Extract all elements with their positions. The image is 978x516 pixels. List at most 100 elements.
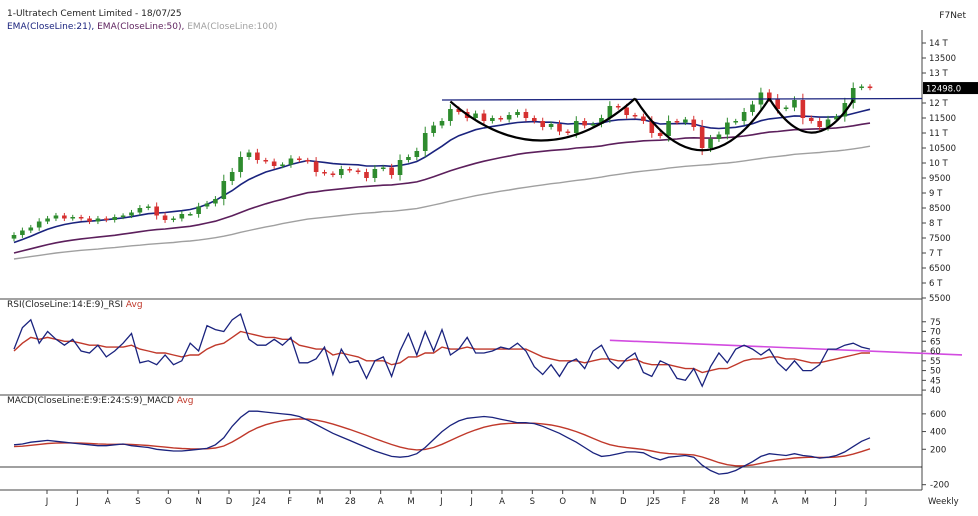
candle-body xyxy=(129,212,134,216)
macd-signal-line xyxy=(13,418,871,467)
candle-body xyxy=(599,118,604,124)
rsi-line xyxy=(13,312,871,388)
rsi-tick-label: 50 xyxy=(930,367,941,377)
candle-body xyxy=(380,167,386,169)
candle-body xyxy=(145,206,151,208)
candle-body xyxy=(322,172,327,174)
candle-body xyxy=(741,112,747,121)
candle-body xyxy=(36,221,42,228)
x-tick-label: J xyxy=(75,497,79,507)
candle-body xyxy=(800,100,806,118)
x-tick-label: A xyxy=(105,497,111,507)
candle-body xyxy=(456,109,462,112)
candle-body xyxy=(565,131,571,133)
x-tick-label: M xyxy=(802,497,809,507)
candle-body xyxy=(582,121,587,126)
candle-body xyxy=(28,227,34,231)
candle-body xyxy=(825,119,831,127)
x-tick-label: F xyxy=(287,497,292,507)
ema21-line xyxy=(13,108,871,244)
candle-body xyxy=(330,173,336,175)
candle-body xyxy=(783,107,789,109)
macd-legend: MACD(CloseLine:E:9:E:24:S:9)_MACD Avg xyxy=(7,396,193,406)
candle-body xyxy=(422,133,428,151)
price-tick-label: 8 T xyxy=(929,219,943,229)
candle-body xyxy=(162,215,168,220)
x-tick-label: 28 xyxy=(709,497,720,507)
axes: 12498.0 14 T 13500 13 T 12 T 11500 11 T 10500 10… xyxy=(45,39,978,507)
price-tick-label: 5500 xyxy=(929,294,951,304)
price-tick-label: 11 T xyxy=(929,129,949,139)
price-tick-label: 6500 xyxy=(929,264,951,274)
price-tick-label: 7 T xyxy=(929,249,943,259)
candle-body xyxy=(792,100,797,108)
candle-body xyxy=(78,217,84,219)
x-tick-label: A xyxy=(499,497,505,507)
candle-body xyxy=(607,106,613,118)
x-tick-label: A xyxy=(772,497,778,507)
price-tick-label: 9500 xyxy=(929,174,951,184)
candle-body xyxy=(179,214,185,219)
candle-body xyxy=(297,158,302,160)
candle-body xyxy=(439,121,445,126)
macd-tick-label: -200 xyxy=(930,481,949,491)
rsi-label: RSI(CloseLine:14:E:9)_RSI xyxy=(7,300,123,310)
macd-line xyxy=(13,410,871,475)
price-tick-label: 13500 xyxy=(929,54,956,64)
candle-body xyxy=(255,152,260,160)
x-tick-label: S xyxy=(135,497,140,507)
macd-tick-label: 200 xyxy=(930,445,946,455)
candle-body xyxy=(204,203,210,207)
x-tick-label: J xyxy=(439,497,443,507)
rsi-tick-label: 45 xyxy=(930,376,941,386)
head-arc xyxy=(634,97,771,152)
candle-body xyxy=(355,170,361,172)
macd-tick-label: 400 xyxy=(930,428,946,438)
candle-body xyxy=(481,113,487,121)
candle-body xyxy=(187,214,193,216)
candle-body xyxy=(498,118,504,120)
candle-body xyxy=(557,124,562,132)
candle-body xyxy=(532,118,537,121)
x-tick-label: N xyxy=(195,497,201,507)
candle-body xyxy=(716,134,722,139)
candle-body xyxy=(473,113,478,118)
candle-body xyxy=(699,127,705,148)
candle-body xyxy=(137,208,143,213)
x-tick-label: J xyxy=(833,497,837,507)
rsi-tick-label: 55 xyxy=(930,357,941,367)
brand-label: F7Net xyxy=(939,11,966,21)
ema21-legend: EMA(CloseLine:21), xyxy=(7,22,95,32)
rsi-plot xyxy=(13,312,963,388)
candle-body xyxy=(196,206,201,214)
candle-body xyxy=(406,157,411,160)
candle-body xyxy=(62,215,67,219)
candle-body xyxy=(288,158,294,165)
macd-tick-label: 600 xyxy=(930,410,946,420)
candle-body xyxy=(750,104,755,112)
candle-body xyxy=(112,217,118,220)
x-tick-label: J xyxy=(45,497,49,507)
candle-body xyxy=(548,124,554,127)
candle-body xyxy=(313,161,319,172)
ema50-legend: EMA(CloseLine:50), xyxy=(97,22,185,32)
candle-body xyxy=(674,121,680,123)
rsi-avg-label: Avg xyxy=(125,300,143,310)
ema50-line xyxy=(13,122,871,254)
rsi-tick-label: 60 xyxy=(930,347,941,357)
candle-body xyxy=(657,133,663,136)
cup-pattern-drawing xyxy=(441,97,923,152)
price-tick-label: 6 T xyxy=(929,279,943,289)
candle-body xyxy=(490,118,495,121)
candle-body xyxy=(305,160,311,162)
candle-body xyxy=(733,121,739,123)
candle-body xyxy=(104,218,109,220)
ema100-line xyxy=(13,145,871,260)
candle-body xyxy=(573,121,579,133)
candle-body xyxy=(221,181,227,199)
candle-body xyxy=(691,119,697,127)
candle-body xyxy=(632,115,638,117)
candle-body xyxy=(53,215,59,219)
candle-body xyxy=(11,235,17,239)
